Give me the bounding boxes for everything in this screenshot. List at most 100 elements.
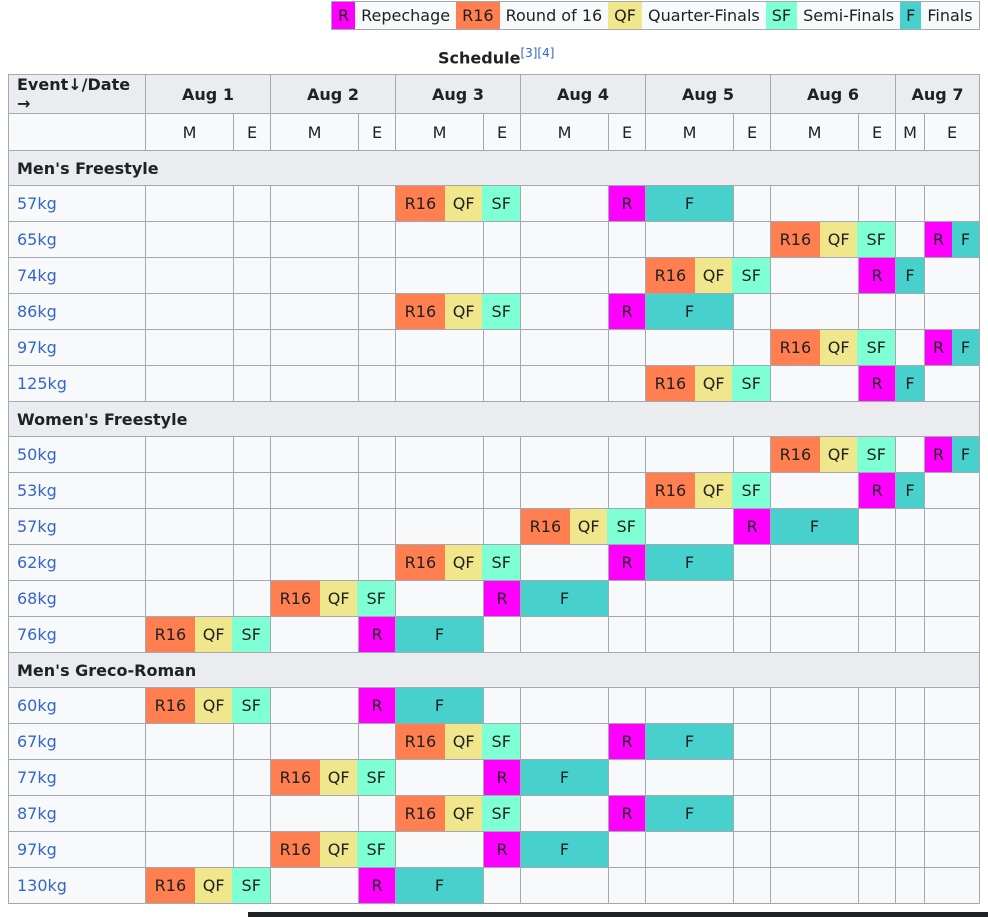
event-link[interactable]: 57kg: [8, 185, 146, 222]
session-header: E: [924, 113, 980, 151]
empty-cell: [395, 472, 484, 509]
empty-cell: [233, 544, 271, 581]
table-row: 50kg R16 QF SF R F: [8, 436, 980, 473]
event-link[interactable]: 86kg: [8, 293, 146, 330]
caption-references[interactable]: [3][4]: [520, 46, 555, 60]
round-r16: R16: [646, 258, 695, 293]
empty-cell: [895, 544, 925, 581]
empty-cell: [608, 365, 646, 402]
empty-cell: [270, 723, 359, 760]
prelim-rounds-cell: R16 QF SF: [270, 831, 396, 868]
session-header: M: [645, 113, 734, 151]
table-row: 57kg R16 QF SF R F: [8, 185, 980, 222]
round-qf: QF: [319, 581, 358, 616]
empty-cell: [270, 329, 359, 366]
empty-cell: [895, 687, 925, 724]
table-row: 77kg R16 QF SF R F: [8, 759, 980, 796]
empty-cell: [924, 508, 980, 545]
event-link[interactable]: 97kg: [8, 329, 146, 366]
empty-cell: [145, 544, 234, 581]
prelim-rounds-cell: R16 QF SF: [645, 472, 771, 509]
prelim-rounds-cell: R16 QF SF: [270, 759, 396, 796]
legend-swatch-r16: R16: [456, 2, 500, 29]
event-link[interactable]: 60kg: [8, 687, 146, 724]
round-sf: SF: [482, 294, 520, 329]
section-row: Women's Freestyle: [8, 401, 980, 437]
empty-cell: [924, 257, 980, 294]
empty-cell: [395, 580, 484, 617]
event-link[interactable]: 57kg: [8, 508, 146, 545]
round-sf: SF: [732, 258, 770, 293]
round-r: R: [608, 185, 646, 222]
empty-cell: [645, 329, 734, 366]
empty-cell: [270, 508, 359, 545]
empty-cell: [270, 293, 359, 330]
section-header: Women's Freestyle: [8, 401, 980, 437]
empty-cell: [733, 293, 771, 330]
empty-cell: [520, 795, 609, 832]
event-link[interactable]: 68kg: [8, 580, 146, 617]
bottom-scrollbar[interactable]: [248, 912, 988, 917]
round-f: F: [645, 544, 734, 581]
empty-cell: [645, 867, 734, 904]
prelim-rounds-cell: R16 QF SF: [395, 185, 521, 222]
empty-cell: [270, 365, 359, 402]
round-r16: R16: [146, 688, 195, 723]
empty-cell: [520, 616, 609, 653]
round-r: R: [858, 472, 896, 509]
empty-cell: [770, 544, 859, 581]
empty-cell: [358, 329, 396, 366]
round-r16: R16: [396, 294, 445, 329]
event-link[interactable]: 97kg: [8, 831, 146, 868]
empty-cell: [520, 293, 609, 330]
empty-cell: [770, 257, 859, 294]
empty-cell: [395, 436, 484, 473]
empty-cell: [483, 257, 521, 294]
table-row: 86kg R16 QF SF R F: [8, 293, 980, 330]
empty-cell: [520, 185, 609, 222]
event-link[interactable]: 76kg: [8, 616, 146, 653]
empty-cell: [483, 687, 521, 724]
empty-cell: [608, 472, 646, 509]
prelim-rounds-cell: R16 QF SF: [395, 293, 521, 330]
empty-cell: [733, 795, 771, 832]
empty-cell: [233, 472, 271, 509]
empty-cell: [483, 365, 521, 402]
legend-label-qf: Quarter-Finals: [641, 2, 766, 29]
empty-cell: [358, 365, 396, 402]
empty-cell: [483, 436, 521, 473]
event-link[interactable]: 130kg: [8, 867, 146, 904]
empty-cell: [770, 687, 859, 724]
event-link[interactable]: 53kg: [8, 472, 146, 509]
event-link[interactable]: 125kg: [8, 365, 146, 402]
round-f: F: [645, 795, 734, 832]
event-link[interactable]: 77kg: [8, 759, 146, 796]
event-link[interactable]: 74kg: [8, 257, 146, 294]
empty-cell: [270, 687, 359, 724]
table-caption: Schedule[3][4]: [438, 46, 554, 67]
empty-cell: [770, 759, 859, 796]
round-r16: R16: [146, 617, 195, 652]
empty-cell: [483, 616, 521, 653]
day-header: Aug 4: [520, 74, 646, 114]
empty-cell: [645, 580, 734, 617]
section-row: Men's Greco-Roman: [8, 652, 980, 688]
event-date-header[interactable]: Event↓/Date →: [8, 74, 146, 114]
event-link[interactable]: 87kg: [8, 795, 146, 832]
round-sf: SF: [482, 186, 520, 221]
event-link[interactable]: 62kg: [8, 544, 146, 581]
event-link[interactable]: 50kg: [8, 436, 146, 473]
event-link[interactable]: 67kg: [8, 723, 146, 760]
empty-cell: [395, 329, 484, 366]
event-link[interactable]: 65kg: [8, 221, 146, 258]
section-header: Men's Greco-Roman: [8, 652, 980, 688]
empty-cell: [358, 185, 396, 222]
table-row: 53kg R16 QF SF R F: [8, 472, 980, 509]
round-f: F: [395, 616, 484, 653]
empty-cell: [233, 723, 271, 760]
round-r16: R16: [771, 222, 820, 257]
empty-cell: [733, 831, 771, 868]
empty-cell: [733, 329, 771, 366]
